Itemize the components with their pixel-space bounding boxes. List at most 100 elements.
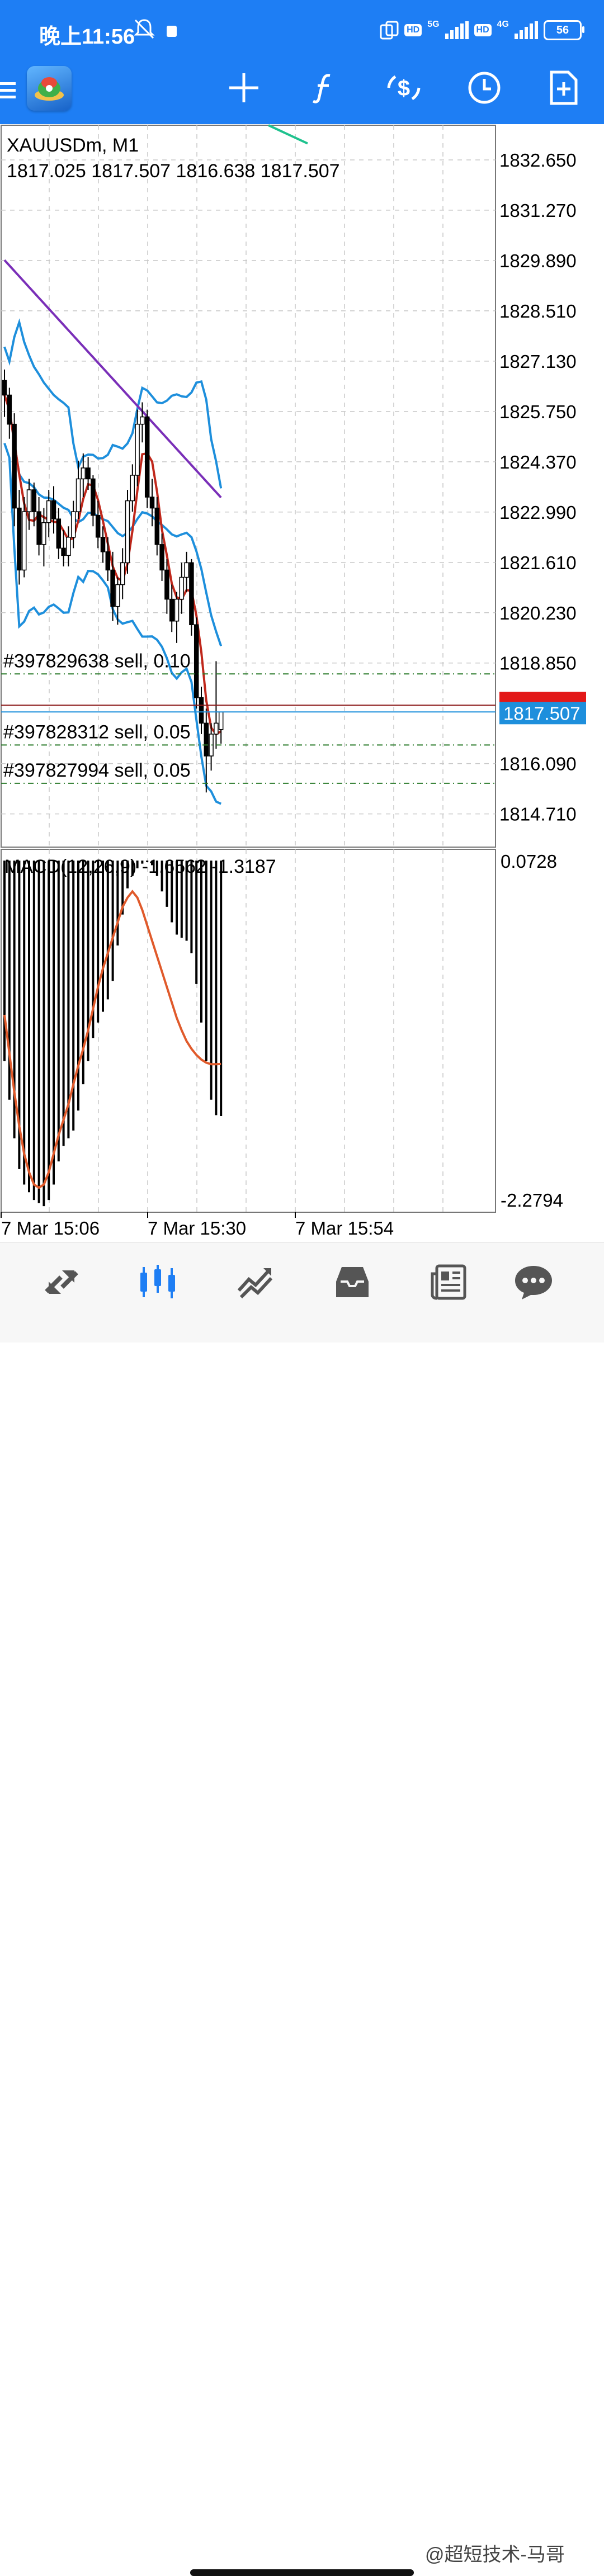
price-axis-label: 1828.510 bbox=[499, 301, 577, 322]
watermark-text: @超短技术-马哥 bbox=[425, 2544, 565, 2565]
candle-body bbox=[12, 423, 17, 509]
candle-body bbox=[140, 416, 145, 425]
candle-body bbox=[159, 544, 164, 571]
chart-nav-icon[interactable] bbox=[135, 1260, 180, 1304]
ohlc-label: 1817.025 1817.507 1816.638 1817.507 bbox=[7, 160, 340, 182]
app-logo[interactable] bbox=[27, 66, 72, 111]
candle-body bbox=[7, 394, 12, 425]
dual-screen-icon bbox=[380, 21, 399, 40]
trade-nav-icon[interactable] bbox=[233, 1260, 277, 1304]
time-axis-label: 7 Mar 15:54 bbox=[295, 1218, 394, 1239]
candle-body bbox=[135, 423, 140, 476]
bollinger-upper-line bbox=[3, 318, 223, 489]
menu-icon[interactable] bbox=[0, 78, 16, 101]
candle-body bbox=[218, 711, 224, 730]
order-label: #397828312 sell, 0.05 bbox=[3, 721, 191, 743]
candle-body bbox=[86, 467, 91, 480]
macd-axis-top: 0.0728 bbox=[501, 851, 557, 872]
home-indicator[interactable] bbox=[190, 2569, 414, 2576]
candle-body bbox=[61, 547, 66, 556]
ma-slow-line bbox=[3, 259, 222, 499]
mute-bell-icon bbox=[134, 19, 155, 39]
svg-text:$: $ bbox=[398, 76, 410, 101]
candle-body bbox=[154, 507, 160, 545]
candle-body bbox=[70, 511, 76, 538]
candle-body bbox=[199, 697, 204, 724]
candle-body bbox=[41, 522, 46, 545]
price-axis-label: 1829.890 bbox=[499, 250, 577, 271]
trade-icon[interactable]: $ bbox=[381, 63, 426, 113]
candle-body bbox=[100, 537, 106, 552]
candle-body bbox=[21, 511, 27, 571]
candle-body bbox=[184, 562, 189, 578]
candle-body bbox=[194, 624, 199, 698]
bottom-nav: @超短技术-马哥 bbox=[0, 1242, 604, 2576]
news-icon[interactable] bbox=[426, 1260, 471, 1304]
candle-body bbox=[115, 584, 120, 607]
signal-icon-1 bbox=[445, 21, 469, 39]
battery-icon: 56 bbox=[544, 20, 584, 40]
price-axis-label: 1832.650 bbox=[499, 150, 577, 171]
price-chart[interactable]: #397829638 sell, 0.10 #397828312 sell, 0.… bbox=[0, 124, 604, 1242]
timeframe-clock-icon[interactable] bbox=[462, 63, 507, 113]
toolbar: $ bbox=[0, 63, 604, 124]
macd-axis-bottom: -2.2794 bbox=[501, 1190, 563, 1211]
candle-body bbox=[17, 507, 22, 571]
price-axis-label: 1818.850 bbox=[499, 653, 577, 674]
candle-body bbox=[2, 380, 7, 396]
status-time: 晚上11:56 bbox=[39, 25, 135, 49]
app-header: 晚上11:56 HD 5G HD 4G 56 bbox=[0, 0, 604, 124]
candle-body bbox=[125, 500, 130, 564]
network-type-1: 5G bbox=[427, 20, 440, 29]
candle-body bbox=[81, 467, 86, 480]
price-axis-label: 1824.370 bbox=[499, 452, 577, 472]
candle-body bbox=[46, 500, 51, 523]
signal-icon-2 bbox=[515, 21, 538, 39]
price-axis-label: 1814.710 bbox=[499, 804, 577, 825]
chart-grid bbox=[1, 125, 496, 1213]
price-axis-label: 1816.090 bbox=[499, 754, 577, 774]
quotes-icon[interactable] bbox=[39, 1260, 84, 1304]
order-lines: #397829638 sell, 0.10 #397828312 sell, 0.… bbox=[1, 650, 586, 784]
macd-panel bbox=[3, 861, 223, 1207]
bollinger-lower-line bbox=[3, 442, 222, 805]
chat-icon[interactable] bbox=[511, 1260, 556, 1304]
candle-body bbox=[91, 478, 96, 516]
candle-body bbox=[169, 598, 174, 622]
order-label: #397829638 sell, 0.10 bbox=[3, 650, 191, 672]
time-axis-label: 7 Mar 15:30 bbox=[148, 1218, 246, 1239]
candle-body bbox=[214, 722, 219, 735]
macd-label: MACD(12,26,9) -1.6562 -1.3187 bbox=[4, 856, 276, 877]
current-price-label: 1817.507 bbox=[503, 703, 581, 724]
price-axis-label: 1822.990 bbox=[499, 502, 577, 523]
macd-signal-line bbox=[3, 890, 221, 1189]
candle-body bbox=[31, 489, 37, 512]
time-axis-label: 7 Mar 15:06 bbox=[1, 1218, 100, 1239]
candle-body bbox=[144, 416, 150, 498]
candle-body bbox=[105, 551, 111, 571]
bid-price-tag bbox=[499, 702, 586, 725]
indicator-lines bbox=[3, 124, 308, 805]
new-order-icon[interactable] bbox=[541, 63, 586, 113]
chart-area[interactable]: #397829638 sell, 0.10 #397828312 sell, 0.… bbox=[0, 124, 604, 1242]
candle-body bbox=[149, 497, 155, 509]
ma-green-line bbox=[268, 124, 308, 145]
network-type-2: 4G bbox=[497, 20, 509, 29]
candlesticks bbox=[2, 369, 224, 793]
candle-body bbox=[76, 478, 81, 512]
notification-icon bbox=[167, 26, 177, 37]
candle-body bbox=[179, 576, 185, 600]
axes: 1832.650 1831.270 1829.890 1828.510 1827.130… bbox=[1, 150, 577, 1239]
candle-body bbox=[204, 722, 209, 757]
status-bar: 晚上11:56 HD 5G HD 4G 56 bbox=[0, 0, 604, 63]
indicators-icon[interactable] bbox=[302, 63, 347, 113]
candle-body bbox=[51, 500, 56, 519]
history-inbox-icon[interactable] bbox=[330, 1260, 375, 1304]
crosshair-icon[interactable] bbox=[221, 63, 266, 113]
price-axis-label: 1825.750 bbox=[499, 401, 577, 422]
hd-badge-2: HD bbox=[474, 24, 492, 36]
main-panel-frame bbox=[1, 125, 496, 848]
candle-body bbox=[110, 569, 115, 607]
macd-panel-frame bbox=[1, 849, 496, 1213]
candle-body bbox=[26, 489, 32, 512]
